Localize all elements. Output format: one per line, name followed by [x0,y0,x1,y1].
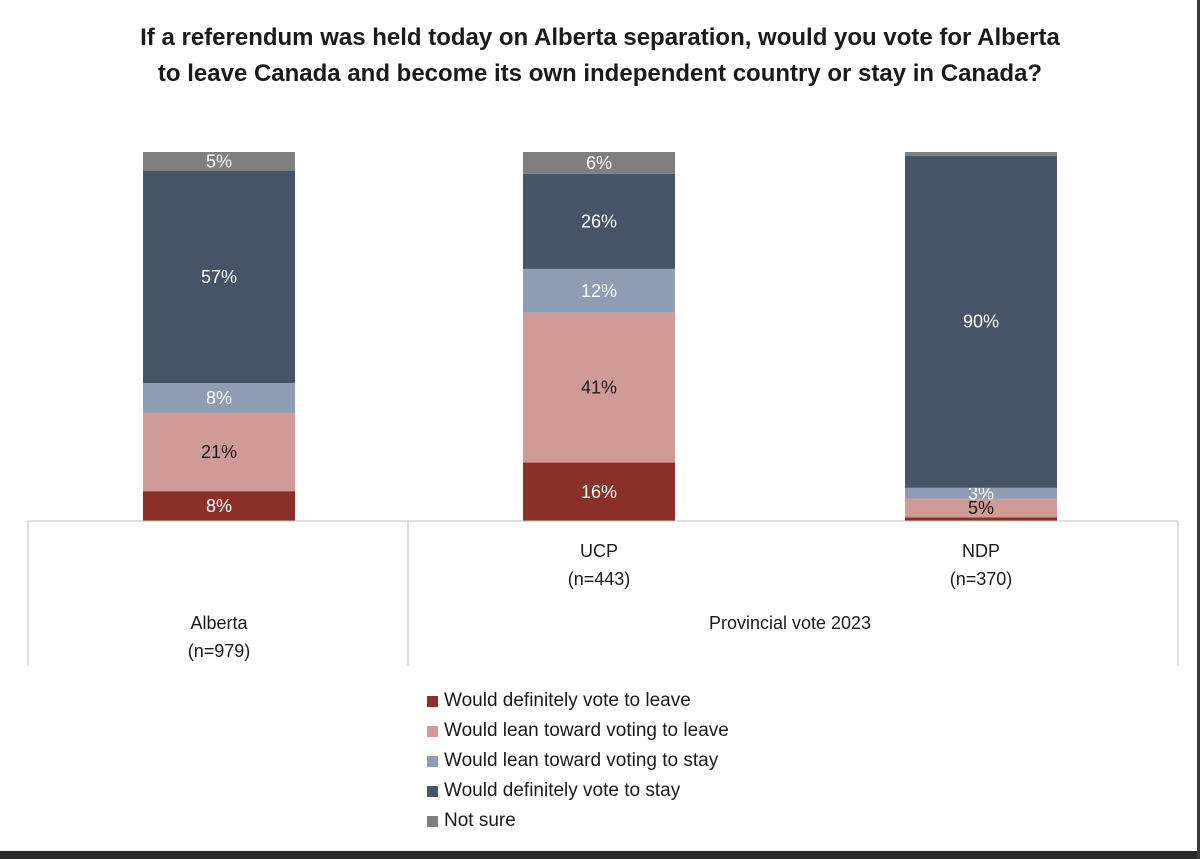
legend-item-3: Would lean toward voting to stay [427,746,729,776]
category-label-ndp: NDP [962,541,1000,561]
bar-ndp-series-3 [905,487,1057,499]
data-label-alberta-series-1: 8% [206,496,232,516]
data-label-ndp-series-4: 90% [963,312,999,332]
category-n-alberta: (n=979) [188,641,251,661]
category-label-ucp: UCP [580,541,618,561]
data-label-ucp-series-2: 41% [581,378,617,398]
legend-swatch-3 [427,755,438,767]
data-label-ndp-series-3: 3% [968,483,994,503]
legend-label-4: Would definitely vote to stay [444,780,681,801]
bar-alberta-series-4 [143,170,295,384]
legend-label-5: Not sure [444,810,516,831]
legend-label-3: Would lean toward voting to stay [444,750,719,771]
chart-title: If a referendum was held today on Albert… [140,24,1060,87]
category-label-alberta: Alberta [190,613,248,633]
legend-swatch-4 [427,785,438,797]
legend-item-4: Would definitely vote to stay [427,776,729,806]
bar-alberta-series-5 [143,152,295,171]
data-label-ucp-series-4: 26% [581,211,617,231]
data-label-alberta-series-4: 57% [201,267,237,287]
bar-ndp-series-4 [905,155,1057,488]
legend-label-1: Would definitely vote to leave [444,690,691,711]
data-label-ndp-series-2: 5% [968,498,994,518]
data-label-alberta-series-3: 8% [206,388,232,408]
legend-swatch-2 [427,725,438,737]
group-label: Provincial vote 2023 [709,613,871,633]
frame-border-bottom [0,851,1200,859]
bar-ucp-series-4 [523,173,675,269]
bar-alberta-series-1 [143,491,295,521]
bar-ucp-series-3 [523,268,675,313]
legend-item-1: Would definitely vote to leave [427,686,729,716]
bar-alberta-series-2 [143,412,295,492]
bar-alberta-series-3 [143,383,295,413]
chart-legend: Would definitely vote to leave Would lean… [427,686,729,836]
frame-border-right [1197,0,1200,859]
data-label-alberta-series-2: 21% [201,442,237,462]
bar-ndp-series-2 [905,498,1057,518]
category-n-ndp: (n=370) [950,569,1013,589]
legend-label-2: Would lean toward voting to leave [444,720,729,741]
legend-swatch-5 [427,815,438,827]
legend-item-5: Not sure [427,806,729,836]
bar-ucp-series-1 [523,462,675,521]
data-label-ucp-series-3: 12% [581,281,617,301]
data-label-ucp-series-1: 16% [581,482,617,502]
legend-item-2: Would lean toward voting to leave [427,716,729,746]
data-label-alberta-series-5: 5% [206,151,232,171]
bar-ucp-series-2 [523,312,675,463]
category-n-ucp: (n=443) [568,569,631,589]
bar-ndp-series-5 [905,152,1057,156]
legend-swatch-1 [427,695,438,707]
bar-ucp-series-5 [523,152,675,174]
data-label-ucp-series-5: 6% [586,153,612,173]
bar-ndp-series-1 [905,517,1057,521]
